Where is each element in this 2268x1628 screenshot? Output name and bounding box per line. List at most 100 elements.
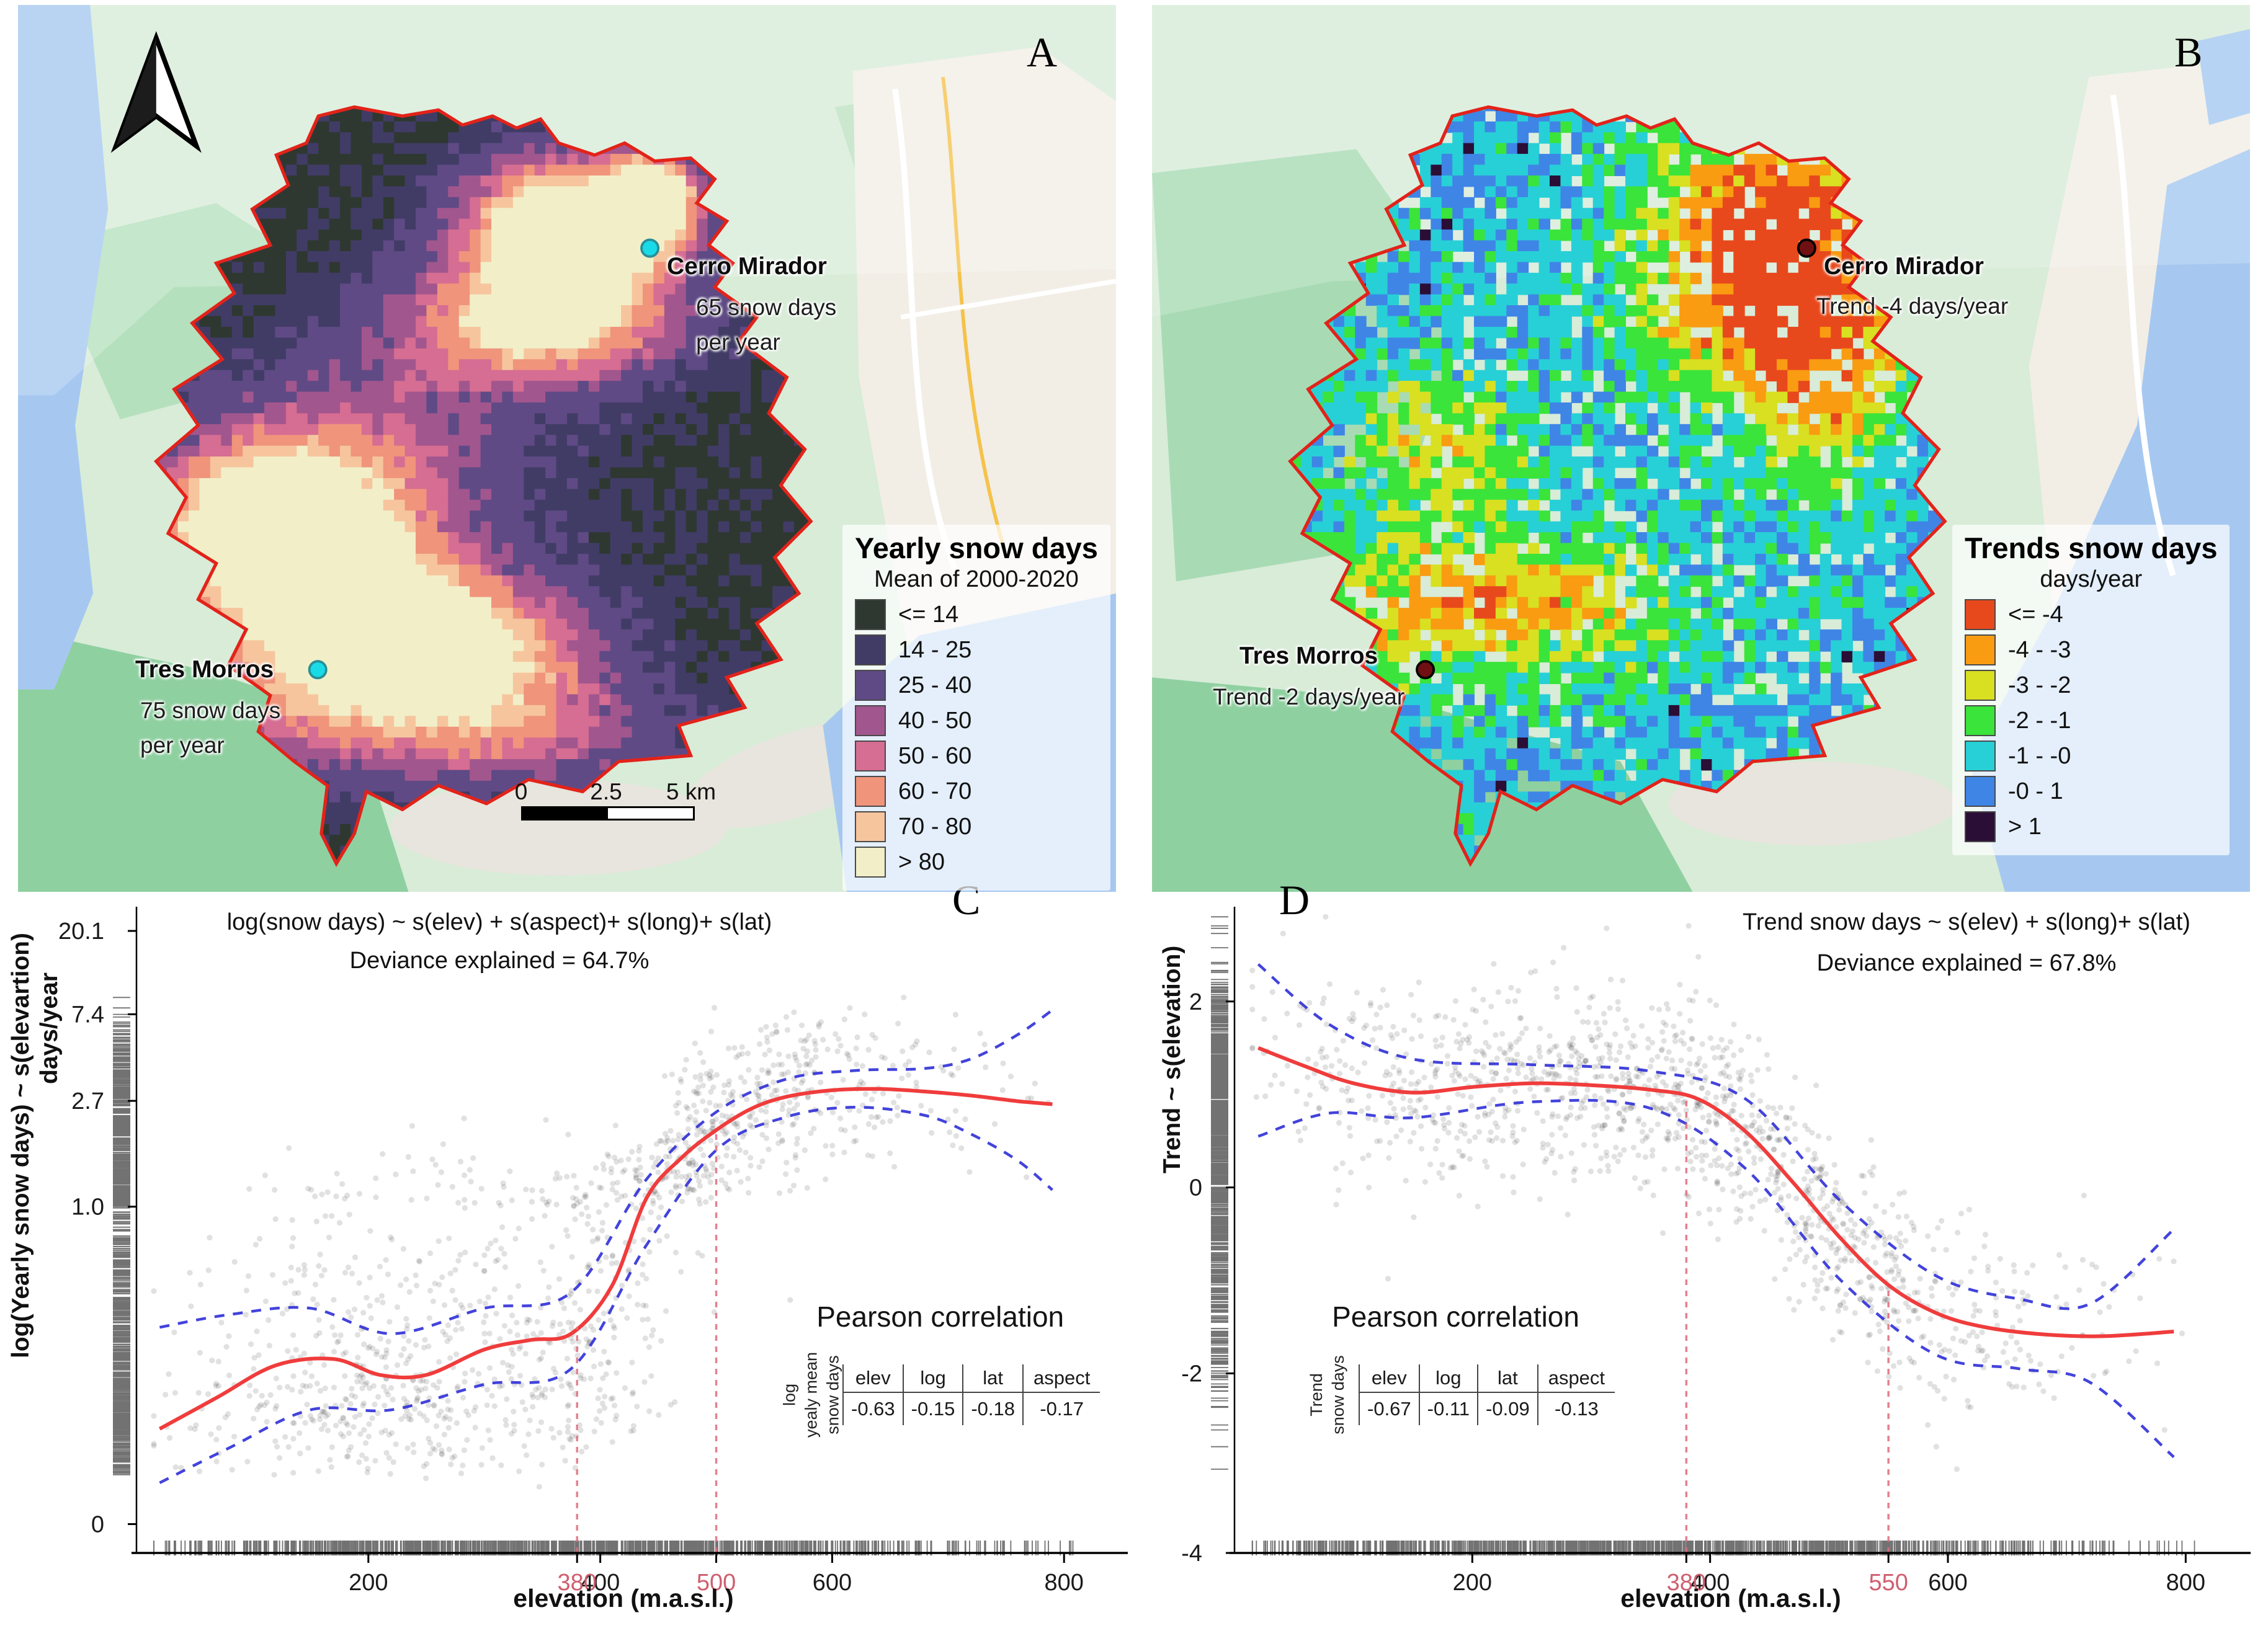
legend-class-label: > 1 [2008,813,2042,840]
gam-formula-c: log(snow days) ~ s(elev) + s(aspect)+ s(… [226,909,772,935]
pearson-row-label: Trend snow days [1306,1355,1347,1435]
x-tick-label: 400 [1690,1570,1730,1596]
y-tick-label: 7.4 [71,1002,104,1028]
rug-marks [1211,916,2195,1555]
legend-swatch [855,811,886,842]
legend-row: -0 - 1 [1965,776,2217,807]
legend-swatch [1965,634,1996,665]
legend-class-label: -2 - -1 [2008,707,2071,734]
station-label-tres-morros-a: Tres Morros [135,656,274,683]
station-label-cerro-mirador-b: Cerro Mirador [1824,253,1984,280]
deviance-c: Deviance explained = 64.7% [349,948,650,974]
x-special-tick-label: 380 [558,1570,597,1596]
north-arrow [110,31,202,153]
scale-label-25: 2.5 [590,779,622,804]
legend-rows: <= 14 14 - 25 25 - 40 40 - 50 50 - 60 60 - 70… [855,599,1098,878]
x-axis-label-d: elevation (m.a.s.l.) [1620,1584,1841,1612]
legend-subtitle: days/year [2040,566,2143,592]
y-tick-label: -4 [1181,1541,1202,1567]
y-axis-label-c: log(Yearly snow days) ~ s(elevartion) [7,933,34,1358]
legend-title: Yearly snow days [855,532,1098,564]
pearson-grid: elev log lat aspect -0.67 -0.11 -0.09 -0… [1359,1364,1615,1425]
legend-trends-snow-days: Trends snow days days/year <= -4 -4 - -3 -… [1952,525,2230,855]
legend-class-label: -1 - -0 [2008,742,2071,769]
gam-formula-d: Trend snow days ~ s(elev) + s(long)+ s(l… [1743,909,2190,935]
legend-swatch [1965,811,1996,842]
pearson-grid: elev log lat aspect -0.63 -0.15 -0.18 -0… [842,1364,1101,1425]
legend-row: 70 - 80 [855,811,1098,842]
legend-swatch [1965,599,1996,630]
legend-row: -2 - -1 [1965,705,2217,736]
legend-class-label: 40 - 50 [898,707,972,734]
y-axis-label-d: Trend ~ s(elevation) [1159,945,1185,1173]
legend-class-label: 14 - 25 [898,636,972,663]
legend-row: 25 - 40 [855,670,1098,701]
legend-row: -3 - -2 [1965,670,2217,701]
station-dot [1797,238,1816,258]
legend-row: 40 - 50 [855,705,1098,736]
station-dot [1416,660,1435,680]
legend-subtitle: Mean of 2000-2020 [874,566,1079,592]
station-label-tres-morros-b: Tres Morros [1239,643,1378,669]
legend-class-label: 25 - 40 [898,672,972,698]
scale-bar-bar [521,806,695,821]
station-note-tres-morros-a: 75 snow days per year [140,698,281,758]
legend-class-label: > 80 [898,848,945,875]
pearson-value: -0.13 [1537,1392,1615,1425]
confidence-band-lower [1257,1098,2175,1459]
station-dot [308,660,328,680]
pearson-table-c: Pearson correlation log yealy mean snow … [780,1300,1101,1454]
x-tick-label: 600 [1928,1570,1967,1596]
pearson-value: -0.09 [1477,1392,1538,1425]
panel-letter-d: D [1279,876,1310,923]
y-tick-label: -2 [1181,1361,1202,1387]
legend-swatch [1965,741,1996,772]
legend-swatch [1965,776,1996,807]
station-note-tres-morros-b: Trend -2 days/year [1213,684,1405,709]
x-tick-label: 800 [1045,1570,1084,1596]
pearson-value: -0.67 [1359,1392,1419,1425]
legend-row: <= -4 [1965,599,2217,630]
watershed-boundary [154,105,813,868]
x-special-tick-label: 550 [1868,1570,1908,1596]
scale-label-0: 0 [514,779,528,804]
y-tick-label: 0 [1189,1175,1202,1201]
legend-row: -1 - -0 [1965,741,2217,772]
y-tick-label: 0 [91,1511,104,1537]
legend-swatch [855,776,886,807]
legend-row: <= 14 [855,599,1098,630]
legend-row: 60 - 70 [855,776,1098,807]
confidence-band-lower [159,1106,1053,1484]
pearson-col: elev [1359,1364,1419,1393]
legend-rows: <= -4 -4 - -3 -3 - -2 -2 - -1 -1 - -0 -0 - 1 >… [1965,599,2217,842]
confidence-band-upper [1257,963,2175,1310]
scatter-points [1249,914,2185,1472]
x-tick-label: 600 [813,1570,852,1596]
x-axis-label-c: elevation (m.a.s.l.) [513,1584,734,1612]
x-tick-label: 200 [1453,1570,1492,1596]
legend-swatch [855,741,886,772]
legend-row: 14 - 25 [855,634,1098,665]
y-tick-label: 20.1 [58,919,104,945]
pearson-col: aspect [1022,1364,1101,1393]
pearson-value: -0.15 [902,1392,963,1425]
legend-swatch [855,599,886,630]
pearson-value: -0.63 [842,1392,903,1425]
legend-swatch [855,847,886,878]
pearson-value: -0.18 [962,1392,1024,1425]
legend-class-label: 50 - 60 [898,742,972,769]
pearson-col: log [1418,1364,1478,1393]
panel-letter-b: B [2174,29,2203,76]
pearson-title: Pearson correlation [1332,1301,1579,1333]
legend-yearly-snow-days: Yearly snow days Mean of 2000-2020 <= 14… [842,525,1110,891]
scale-bar-labels: 0 2.5 5 km [515,779,716,806]
map-trends-snow-days [1152,5,2250,892]
legend-row: > 80 [855,847,1098,878]
pearson-value: -0.11 [1418,1392,1478,1425]
chart-trend-vs-elevation: 200 400 600 800 380 550 2 0 -2 -4 [1181,907,2251,1596]
pearson-table-d: Pearson correlation Trend snow days elev… [1297,1300,1615,1454]
station-note-cerro-mirador-b: Trend -4 days/year [1816,293,2009,319]
gam-smooth-curve [1257,1046,2174,1338]
legend-class-label: 60 - 70 [898,778,972,804]
pearson-col: elev [842,1364,903,1393]
